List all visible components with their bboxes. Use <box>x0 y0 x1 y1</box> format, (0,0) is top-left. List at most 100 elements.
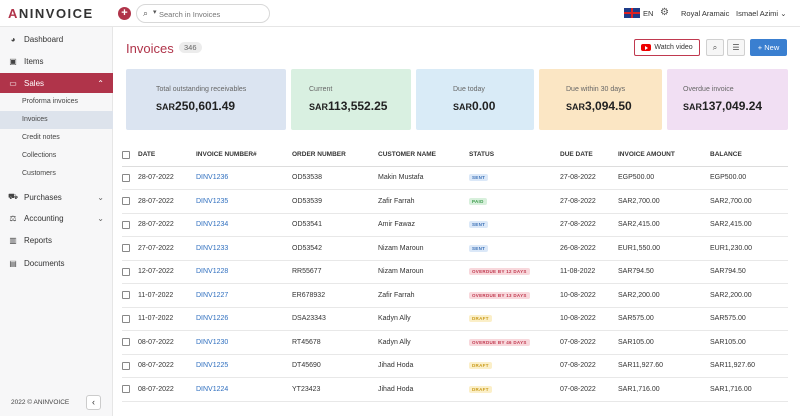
table-row[interactable]: 28-07-2022 DINV1234 OD53541 Amir Fawaz SENT 2… <box>122 213 788 237</box>
cell-invoice-number[interactable]: DINV1230 <box>196 330 292 355</box>
row-checkbox-cell[interactable] <box>122 260 138 284</box>
cell-status: OVERDUE BY 13 DAYS <box>469 283 560 308</box>
cell-invoice-number-text[interactable]: DINV1236 <box>196 174 229 182</box>
search-input[interactable] <box>159 8 264 20</box>
sidebar-subitem-credit-notes[interactable]: Credit notes <box>22 134 60 141</box>
column-header-status[interactable]: STATUS <box>469 144 560 167</box>
row-checkbox[interactable] <box>122 385 130 394</box>
cell-invoice-number-text[interactable]: DINV1230 <box>196 338 229 346</box>
language-selector[interactable]: EN <box>624 8 653 18</box>
table-row[interactable]: 28-07-2022 DINV1236 OD53538 Makin Mustafa SE… <box>122 166 788 190</box>
search-button[interactable]: ⌕ <box>706 39 724 56</box>
cell-invoice-number[interactable]: DINV1228 <box>196 260 292 284</box>
table-row[interactable]: 11-07-2022 DINV1226 DSA23343 Kadyn Ally DRAF… <box>122 307 788 331</box>
collapse-sidebar-button[interactable]: ‹ <box>86 395 101 410</box>
row-checkbox-cell[interactable] <box>122 354 138 378</box>
sidebar-item-dashboard[interactable]: ◕ Dashboard <box>0 29 113 49</box>
table-row[interactable]: 28-07-2022 DINV1235 OD53539 Zafir Farrah PAI… <box>122 189 788 214</box>
sidebar-item-sales[interactable]: ▭ Sales ⌃ <box>0 73 113 93</box>
quick-add-button[interactable]: + <box>118 7 131 20</box>
cell-date-text: 08-07-2022 <box>138 338 174 346</box>
table-row[interactable]: 12-07-2022 DINV1228 RR55677 Nizam Maroun OVE… <box>122 260 788 284</box>
cell-invoice-number-text[interactable]: DINV1233 <box>196 244 229 252</box>
chevron-down-icon[interactable]: ▾ <box>153 9 157 16</box>
table-row[interactable]: 08-07-2022 DINV1224 YT23423 Jihad Hoda DRAFT… <box>122 377 788 402</box>
sidebar-item-documents[interactable]: ▤ Documents <box>9 258 65 268</box>
cell-customer-name: Kadyn Ally <box>378 330 469 355</box>
row-checkbox[interactable] <box>122 338 130 347</box>
company-name[interactable]: Royal Aramaic <box>681 9 730 18</box>
app-logo[interactable]: ANINVOICE <box>8 6 94 21</box>
cell-invoice-number[interactable]: DINV1235 <box>196 189 292 214</box>
column-header-order-number[interactable]: ORDER NUMBER <box>292 144 378 167</box>
sidebar-item-purchases[interactable]: ⛟ Purchases ⌄ <box>8 192 104 202</box>
cell-invoice-number[interactable]: DINV1225 <box>196 354 292 378</box>
new-invoice-button[interactable]: + New <box>750 39 787 56</box>
table-row[interactable]: 27-07-2022 DINV1233 OD53542 Nizam Maroun SEN… <box>122 236 788 261</box>
cell-invoice-number-text[interactable]: DINV1225 <box>196 362 229 370</box>
row-checkbox-cell[interactable] <box>122 307 138 331</box>
menu-list-button[interactable]: ☰ <box>727 39 745 56</box>
row-checkbox-cell[interactable] <box>122 236 138 261</box>
cell-invoice-number[interactable]: DINV1233 <box>196 236 292 261</box>
cell-invoice-number[interactable]: DINV1226 <box>196 307 292 331</box>
row-checkbox-cell[interactable] <box>122 213 138 237</box>
sidebar-item-reports[interactable]: ▥ Reports <box>9 235 53 245</box>
cell-invoice-amount: SAR794.50 <box>618 260 710 284</box>
table-row[interactable]: 11-07-2022 DINV1227 ER678932 Zafir Farrah OV… <box>122 283 788 308</box>
sidebar-subitem-customers[interactable]: Customers <box>22 170 56 177</box>
cell-invoice-number[interactable]: DINV1224 <box>196 377 292 402</box>
cell-invoice-number-text[interactable]: DINV1228 <box>196 268 229 276</box>
user-menu[interactable]: Ismael Azimi ⌄ <box>736 9 787 18</box>
row-checkbox[interactable] <box>122 314 130 323</box>
row-checkbox[interactable] <box>122 244 130 253</box>
select-all-header[interactable] <box>122 144 138 167</box>
row-checkbox[interactable] <box>122 291 130 300</box>
row-checkbox-cell[interactable] <box>122 330 138 355</box>
cell-invoice-amount: SAR105.00 <box>618 330 710 355</box>
cell-order-number-text: ER678932 <box>292 291 326 299</box>
cell-invoice-number-text[interactable]: DINV1224 <box>196 385 229 393</box>
row-checkbox-cell[interactable] <box>122 283 138 308</box>
main-content: Invoices 346 Watch video ⌕ ☰ + New Total… <box>113 27 800 416</box>
cell-invoice-number-text[interactable]: DINV1227 <box>196 291 229 299</box>
settings-gear-icon[interactable]: ⚙ <box>660 7 669 18</box>
cell-invoice-number[interactable]: DINV1236 <box>196 166 292 190</box>
row-checkbox[interactable] <box>122 267 130 276</box>
chevron-down-icon: ⌄ <box>97 192 104 202</box>
sidebar-item-items[interactable]: ▣ Items <box>9 56 44 66</box>
cell-invoice-number-text[interactable]: DINV1235 <box>196 197 229 205</box>
row-checkbox-cell[interactable] <box>122 377 138 402</box>
cell-invoice-number-text[interactable]: DINV1226 <box>196 315 229 323</box>
column-header-due-date[interactable]: DUE DATE <box>560 144 618 167</box>
cell-invoice-amount-text: EUR1,550.00 <box>618 244 661 252</box>
row-checkbox-cell[interactable] <box>122 166 138 190</box>
row-checkbox-cell[interactable] <box>122 189 138 214</box>
summary-card-total-outstanding: Total outstanding receivables SAR250,601… <box>126 69 286 130</box>
cell-order-number: OD53542 <box>292 236 378 261</box>
cell-invoice-number-text[interactable]: DINV1234 <box>196 221 229 229</box>
search-box[interactable]: ⌕ ▾ <box>136 4 270 23</box>
sidebar-item-accounting[interactable]: ⚖ Accounting ⌄ <box>9 213 104 223</box>
sidebar-subitem-collections[interactable]: Collections <box>22 152 57 159</box>
row-checkbox[interactable] <box>122 173 130 182</box>
purchases-icon: ⛟ <box>8 192 19 201</box>
row-checkbox[interactable] <box>122 220 130 229</box>
row-checkbox[interactable] <box>122 197 130 206</box>
cell-invoice-number[interactable]: DINV1234 <box>196 213 292 237</box>
column-header-date[interactable]: DATE <box>138 144 196 167</box>
sidebar-subitem-proforma-invoices[interactable]: Proforma invoices <box>22 98 79 105</box>
status-badge: SENT <box>469 221 489 229</box>
table-row[interactable]: 08-07-2022 DINV1225 DT45690 Jihad Hoda DRAFT… <box>122 354 788 378</box>
cell-invoice-number[interactable]: DINV1227 <box>196 283 292 308</box>
column-header-invoice-number[interactable]: INVOICE NUMBER# <box>196 144 292 167</box>
sidebar-subitem-invoices[interactable]: Invoices <box>0 111 113 129</box>
watch-video-button[interactable]: Watch video <box>634 39 700 56</box>
column-header-balance[interactable]: BALANCE <box>710 144 788 167</box>
column-header-invoice-amount[interactable]: INVOICE AMOUNT <box>618 144 710 167</box>
select-all-checkbox[interactable] <box>122 150 130 159</box>
table-row[interactable]: 08-07-2022 DINV1230 RT45678 Kadyn Ally OVERD… <box>122 330 788 355</box>
column-header-customer-name[interactable]: CUSTOMER NAME <box>378 144 469 167</box>
row-checkbox[interactable] <box>122 361 130 370</box>
cell-date: 08-07-2022 <box>138 354 196 378</box>
